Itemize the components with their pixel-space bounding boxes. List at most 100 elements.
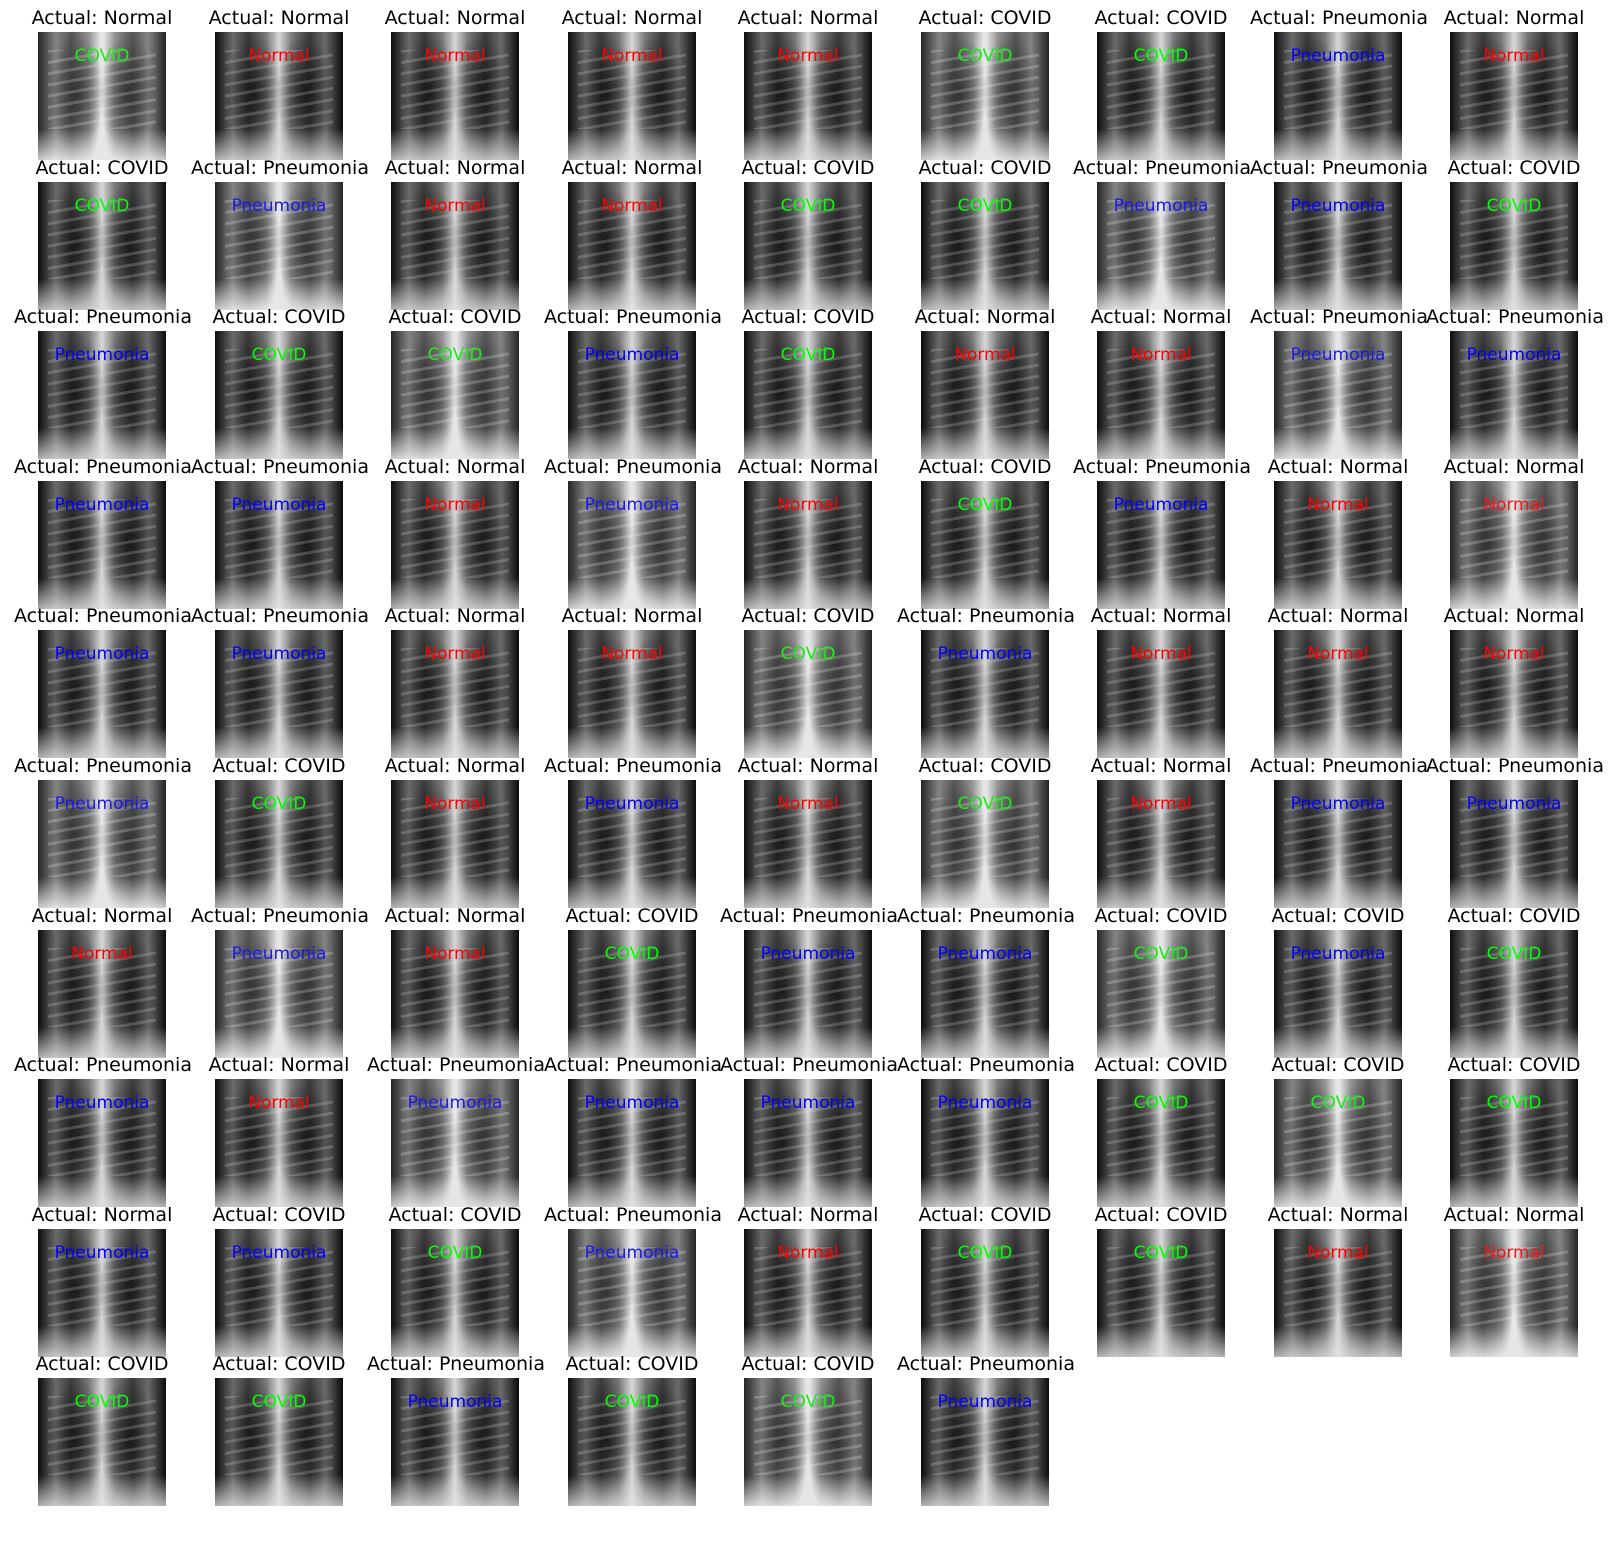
xray-panel: Actual: COVID COVID — [720, 600, 896, 758]
xray-panel: Actual: Normal Normal — [367, 152, 543, 310]
predicted-label: Normal — [777, 794, 839, 814]
diaphragm-shade — [1097, 727, 1225, 758]
chest-xray-image: COVID — [1450, 930, 1578, 1058]
xray-panel: Actual: Normal Normal — [367, 600, 543, 758]
xray-panel: Actual: Normal Normal — [367, 750, 543, 908]
diaphragm-shade — [568, 129, 696, 160]
rib-texture — [754, 498, 862, 579]
panel-title: Actual: Pneumonia — [14, 755, 192, 777]
panel-title: Actual: Normal — [384, 905, 526, 927]
xray-panel: Actual: COVID COVID — [1073, 900, 1249, 1058]
xray-panel: Actual: Pneumonia Pneumonia — [720, 1049, 898, 1207]
xray-panel: Actual: Pneumonia Pneumonia — [897, 900, 1075, 1058]
xray-panel: Actual: COVID COVID — [1426, 900, 1602, 1058]
panel-title: Actual: Pneumonia — [191, 456, 369, 478]
predicted-label: Pneumonia — [54, 345, 150, 365]
predicted-label: Pneumonia — [231, 644, 327, 664]
xray-panel: Actual: COVID COVID — [14, 152, 190, 310]
rib-texture — [754, 199, 862, 280]
panel-title: Actual: COVID — [741, 605, 875, 627]
rib-texture — [754, 49, 862, 130]
rib-texture — [754, 1395, 862, 1476]
panel-title: Actual: Normal — [737, 456, 879, 478]
predicted-label: Pneumonia — [584, 1093, 680, 1113]
diaphragm-shade — [391, 279, 519, 310]
chest-xray-image: Pneumonia — [1274, 780, 1402, 908]
rib-texture — [931, 1395, 1039, 1476]
xray-panel: Actual: Pneumonia Pneumonia — [191, 600, 369, 758]
predicted-label: Pneumonia — [1290, 345, 1386, 365]
panel-title: Actual: COVID — [212, 1204, 346, 1226]
predicted-label: COVID — [957, 1243, 1013, 1263]
chest-xray-image: Normal — [744, 780, 872, 908]
chest-xray-image: COVID — [38, 182, 166, 310]
xray-panel: Actual: Normal COVID — [14, 2, 190, 160]
xray-panel: Actual: Pneumonia Pneumonia — [544, 451, 722, 609]
panel-title: Actual: COVID — [212, 306, 346, 328]
panel-title: Actual: COVID — [741, 1353, 875, 1375]
predicted-label: COVID — [74, 1392, 130, 1412]
chest-xray-image: COVID — [744, 182, 872, 310]
rib-texture — [1107, 348, 1215, 429]
xray-panel: Actual: Normal Normal — [1073, 600, 1249, 758]
diaphragm-shade — [744, 1027, 872, 1058]
chest-xray-image: Normal — [1097, 630, 1225, 758]
xray-panel: Actual: Pneumonia Pneumonia — [1250, 152, 1428, 310]
diaphragm-shade — [568, 279, 696, 310]
rib-texture — [1460, 49, 1568, 130]
chest-xray-image: Pneumonia — [921, 630, 1049, 758]
panel-title: Actual: Normal — [31, 1204, 173, 1226]
panel-title: Actual: Pneumonia — [1426, 306, 1604, 328]
rib-texture — [1107, 797, 1215, 878]
xray-panel: Actual: COVID COVID — [191, 750, 367, 908]
chest-xray-image: Pneumonia — [391, 1079, 519, 1207]
diaphragm-shade — [215, 129, 343, 160]
rib-texture — [1460, 647, 1568, 728]
xray-panel: Actual: Pneumonia Pneumonia — [544, 1199, 722, 1357]
xray-panel: Actual: COVID COVID — [897, 451, 1073, 609]
panel-title: Actual: Normal — [384, 456, 526, 478]
chest-xray-image: Pneumonia — [1097, 481, 1225, 609]
diaphragm-shade — [215, 727, 343, 758]
xray-panel: Actual: COVID COVID — [367, 301, 543, 459]
chest-xray-image: COVID — [215, 331, 343, 459]
predicted-label: Normal — [424, 944, 486, 964]
rib-texture — [578, 348, 686, 429]
xray-panel: Actual: Normal Normal — [14, 900, 190, 1058]
chest-xray-image: Normal — [568, 630, 696, 758]
xray-panel: Actual: COVID Pneumonia — [191, 1199, 367, 1357]
diaphragm-shade — [921, 279, 1049, 310]
predicted-label: COVID — [427, 1243, 483, 1263]
rib-texture — [401, 1246, 509, 1327]
diaphragm-shade — [1097, 877, 1225, 908]
rib-texture — [1284, 49, 1392, 130]
diaphragm-shade — [921, 428, 1049, 459]
panel-title: Actual: COVID — [388, 1204, 522, 1226]
panel-title: Actual: COVID — [918, 755, 1052, 777]
xray-panel: Actual: Pneumonia Pneumonia — [367, 1348, 545, 1506]
chest-xray-image: Pneumonia — [921, 1079, 1049, 1207]
predicted-label: Normal — [424, 644, 486, 664]
chest-xray-image: Pneumonia — [568, 780, 696, 908]
chest-xray-image: COVID — [921, 1229, 1049, 1357]
chest-xray-image: Pneumonia — [38, 780, 166, 908]
predicted-label: COVID — [251, 345, 307, 365]
xray-panel: Actual: COVID COVID — [720, 152, 896, 310]
chest-xray-image: Pneumonia — [744, 930, 872, 1058]
rib-texture — [931, 1096, 1039, 1177]
predicted-label: Normal — [1483, 495, 1545, 515]
chest-xray-image: Pneumonia — [568, 1079, 696, 1207]
chest-xray-image: COVID — [391, 1229, 519, 1357]
xray-panel: Actual: COVID COVID — [897, 1199, 1073, 1357]
rib-texture — [1107, 498, 1215, 579]
diaphragm-shade — [744, 578, 872, 609]
diaphragm-shade — [1450, 129, 1578, 160]
predicted-label: COVID — [780, 345, 836, 365]
diaphragm-shade — [1274, 1326, 1402, 1357]
predicted-label: COVID — [1133, 1093, 1189, 1113]
panel-title: Actual: COVID — [565, 905, 699, 927]
panel-title: Actual: COVID — [1094, 1054, 1228, 1076]
panel-title: Actual: COVID — [1447, 905, 1581, 927]
diaphragm-shade — [215, 1475, 343, 1506]
rib-texture — [48, 348, 156, 429]
